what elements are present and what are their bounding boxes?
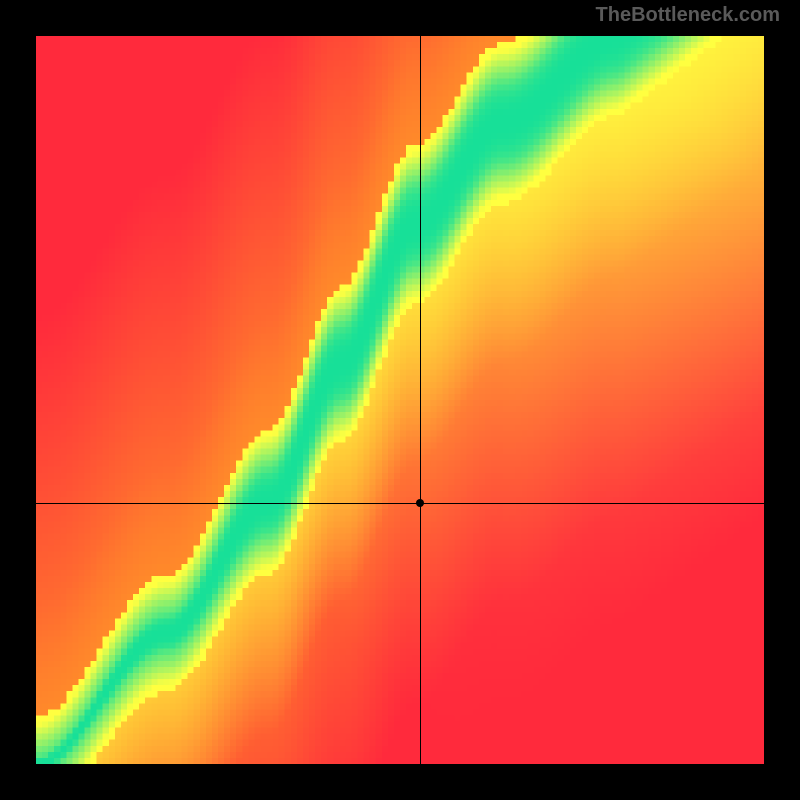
crosshair-vertical — [420, 36, 421, 764]
crosshair-horizontal — [36, 503, 764, 504]
marker-dot — [416, 499, 424, 507]
chart-container: TheBottleneck.com — [0, 0, 800, 800]
watermark-text: TheBottleneck.com — [596, 4, 780, 27]
heatmap-canvas — [36, 36, 764, 764]
plot-area — [36, 36, 764, 764]
